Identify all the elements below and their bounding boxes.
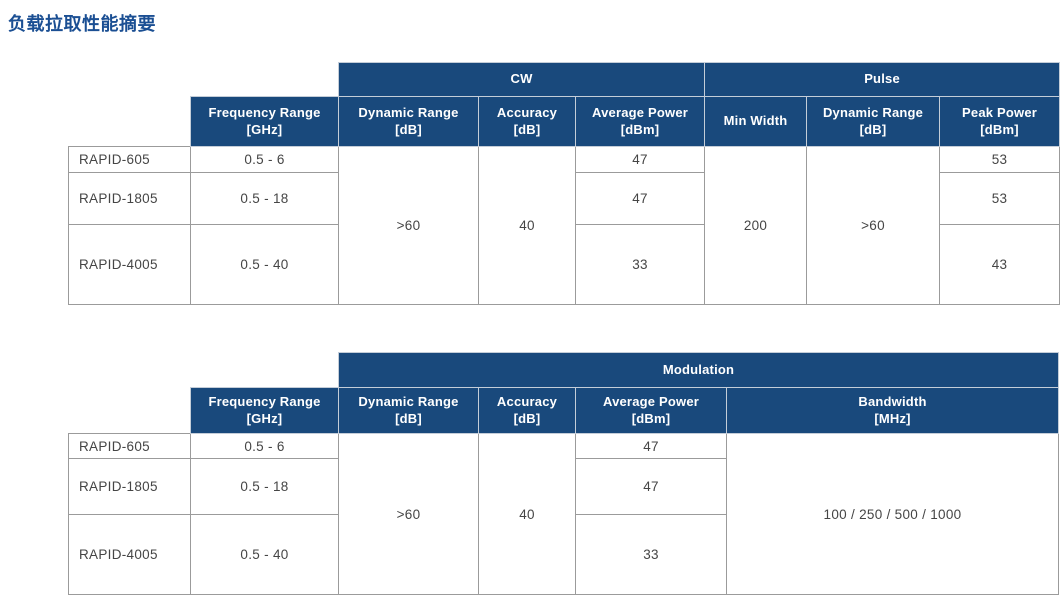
- column-header-dynamic-range: Dynamic Range [dB]: [338, 387, 479, 434]
- header-spacer: [69, 353, 339, 388]
- header-title: Bandwidth: [858, 393, 927, 409]
- header-title: Min Width: [723, 113, 788, 129]
- frequency-range-cell: 0.5 - 18: [190, 458, 339, 515]
- model-cell: RAPID-605: [68, 433, 191, 459]
- pulse-peak-power-cell: 53: [939, 146, 1061, 173]
- page-title: 负载拉取性能摘要: [8, 14, 156, 34]
- header-unit: [dBm]: [980, 121, 1019, 137]
- header-title: Accuracy: [496, 104, 558, 120]
- header-unit: [GHz]: [246, 121, 283, 137]
- header-title: Average Power: [591, 104, 689, 120]
- column-header-cw-dynamic-range: Dynamic Range [dB]: [338, 96, 479, 147]
- accuracy-cell: 40: [478, 433, 576, 595]
- cw-accuracy-cell: 40: [478, 146, 576, 305]
- pulse-dynamic-range-cell: >60: [806, 146, 941, 305]
- cw-average-power-cell: 33: [574, 224, 706, 305]
- column-header-accuracy: Accuracy [dB]: [478, 387, 576, 434]
- header-title: Average Power: [602, 393, 700, 409]
- model-cell: RAPID-4005: [68, 224, 191, 305]
- table-row: RAPID-605 0.5 - 6 >60 40 47 200 >60 53: [68, 146, 1061, 305]
- column-header-average-power: Average Power [dBm]: [575, 387, 727, 434]
- frequency-range-cell: 0.5 - 6: [190, 433, 339, 459]
- column-header-cw-average-power: Average Power [dBm]: [574, 96, 706, 147]
- model-cell: RAPID-1805: [68, 458, 191, 515]
- header-unit: [dBm]: [620, 121, 660, 137]
- column-header-bandwidth: Bandwidth [MHz]: [725, 387, 1060, 434]
- frequency-range-cell: 0.5 - 40: [190, 514, 339, 595]
- column-header-frequency-range: Frequency Range [GHz]: [190, 96, 339, 147]
- group-header-pulse: Pulse: [704, 62, 1061, 97]
- header-title: Dynamic Range: [822, 104, 924, 120]
- table-row: RAPID-4005 0.5 - 40 33: [68, 514, 1059, 595]
- frequency-range-cell: 0.5 - 6: [190, 146, 339, 173]
- pulse-peak-power-cell: 53: [939, 172, 1061, 225]
- header-title: Frequency Range: [208, 393, 321, 409]
- cw-average-power-cell: 47: [574, 172, 706, 225]
- bandwidth-cell: 100 / 250 / 500 / 1000: [725, 433, 1060, 595]
- frequency-range-cell: 0.5 - 18: [190, 172, 339, 225]
- table-row: RAPID-1805 0.5 - 18 47: [68, 458, 1059, 515]
- table-row: RAPID-605 0.5 - 6 >60 40 47 100 / 250 / …: [68, 433, 1060, 595]
- pulse-min-width-cell: 200: [704, 146, 808, 305]
- column-header-frequency-range: Frequency Range [GHz]: [190, 387, 339, 434]
- model-cell: RAPID-4005: [68, 514, 191, 595]
- table-row: RAPID-4005 0.5 - 40 33 43: [68, 224, 1061, 305]
- dynamic-range-cell: >60: [338, 433, 479, 595]
- header-unit: [dB]: [859, 121, 887, 137]
- table-row: RAPID-1805 0.5 - 18 47 53: [68, 172, 1061, 225]
- cw-average-power-cell: 47: [574, 146, 706, 173]
- header-unit: [dB]: [395, 121, 422, 137]
- header-title: Accuracy: [496, 393, 558, 409]
- header-title: Dynamic Range: [358, 104, 459, 120]
- header-unit: [dB]: [513, 121, 541, 137]
- header-unit: [GHz]: [246, 410, 283, 426]
- header-unit: [dBm]: [631, 410, 671, 426]
- modulation-table: Modulation Frequency Range [GHz] Dynamic…: [68, 352, 1060, 595]
- column-header-pulse-dynamic-range: Dynamic Range [dB]: [806, 96, 941, 147]
- header-spacer: [69, 97, 191, 147]
- header-title: Peak Power: [962, 104, 1038, 120]
- average-power-cell: 33: [575, 514, 727, 595]
- frequency-range-cell: 0.5 - 40: [190, 224, 339, 305]
- group-header-cw: CW: [337, 62, 706, 97]
- column-header-pulse-min-width: Min Width: [704, 96, 808, 147]
- header-unit: [dB]: [513, 410, 541, 426]
- column-header-cw-accuracy: Accuracy [dB]: [478, 96, 576, 147]
- model-cell: RAPID-605: [68, 146, 191, 173]
- header-title: Frequency Range: [208, 104, 321, 120]
- pulse-peak-power-cell: 43: [939, 224, 1061, 305]
- average-power-cell: 47: [575, 433, 727, 459]
- header-title: Dynamic Range: [358, 393, 459, 409]
- average-power-cell: 47: [575, 458, 727, 515]
- header-spacer: [69, 63, 339, 97]
- header-unit: [MHz]: [874, 410, 911, 426]
- cw-pulse-table: CW Pulse Frequency Range [GHz] Dynamic R…: [68, 62, 1061, 305]
- model-cell: RAPID-1805: [68, 172, 191, 225]
- cw-dynamic-range-cell: >60: [338, 146, 479, 305]
- column-header-pulse-peak-power: Peak Power [dBm]: [939, 96, 1061, 147]
- header-unit: [dB]: [395, 410, 422, 426]
- header-spacer: [69, 388, 191, 434]
- group-header-modulation: Modulation: [337, 352, 1060, 388]
